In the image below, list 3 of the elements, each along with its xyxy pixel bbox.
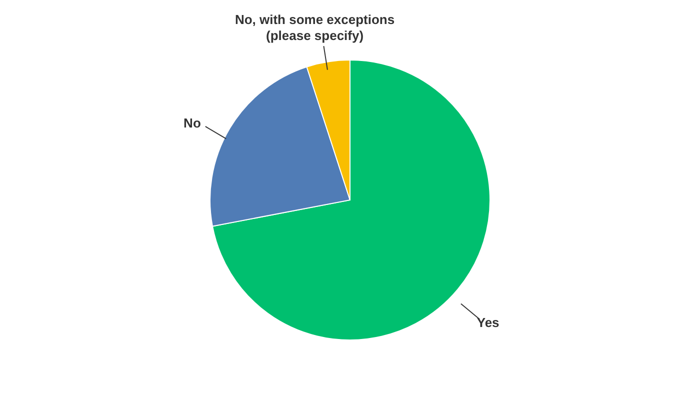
slice-label: Yes	[476, 314, 500, 330]
slice-label: No, with some exceptions (please specify)	[234, 12, 395, 44]
slice-label: No	[184, 115, 201, 130]
